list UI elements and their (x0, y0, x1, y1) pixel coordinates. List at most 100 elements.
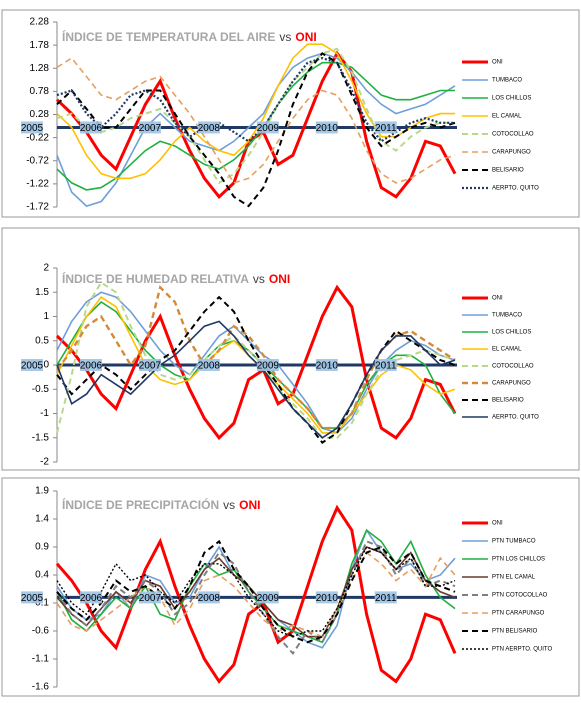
series-line (55, 284, 457, 441)
y-tick-label: 0.78 (30, 86, 50, 97)
x-tick-label: 2008 (198, 361, 221, 372)
legend-label: BELISARIO (492, 168, 524, 174)
x-tick-label: 2006 (80, 123, 103, 134)
x-tick-label: 2005 (21, 593, 44, 604)
legend-label: PTN EL CAMAL (492, 575, 536, 581)
legend-label: COTOCOLLAO (492, 364, 534, 370)
year-box (21, 591, 43, 604)
y-tick-label: 0.4 (35, 570, 49, 581)
legend-label: ONI (492, 296, 503, 302)
legend-label: AERPTO. QUITO (492, 186, 539, 192)
x-tick-label: 2007 (139, 593, 162, 604)
legend-label: LOS CHILLOS (492, 96, 531, 102)
y-tick-label: -1.1 (32, 654, 50, 665)
legend-label: TUMBACO (492, 313, 522, 319)
title-oni: ONI (269, 272, 290, 286)
series-line (56, 52, 456, 208)
title-vs: vs (279, 30, 291, 44)
title-main: ÍNDICE DE TEMPERATURA DEL AIRE (62, 29, 275, 44)
year-box (79, 359, 102, 371)
x-tick-label: 2008 (198, 123, 221, 134)
series-line (55, 504, 457, 684)
y-tick-label: -0.6 (32, 626, 50, 637)
y-tick-label: -1.6 (32, 682, 50, 693)
legend-label: CARAPUNGO (492, 150, 531, 156)
panel-frame (1, 477, 580, 697)
series-line (56, 551, 456, 638)
year-box (256, 359, 279, 371)
series-line (56, 52, 456, 208)
x-tick-label: 2006 (80, 593, 103, 604)
legend-label: CARAPUNGO (492, 381, 531, 387)
title-vs: vs (223, 498, 235, 512)
x-tick-label: 2010 (316, 123, 339, 134)
legend-label: LOS CHILLOS (492, 330, 531, 336)
panel-frame (1, 227, 580, 471)
title-oni: ONI (295, 30, 316, 44)
legend-label: ONI (492, 521, 503, 527)
x-tick-label: 2010 (316, 361, 339, 372)
y-tick-label: 2 (43, 263, 49, 274)
x-tick-label: 2010 (316, 593, 339, 604)
series-line (56, 320, 456, 439)
year-box (79, 591, 102, 604)
legend-label: EL CAMAL (492, 347, 522, 353)
year-box (138, 591, 161, 604)
series-line (56, 47, 455, 185)
x-tick-label: 2005 (21, 361, 44, 372)
y-tick-label: 1.28 (30, 63, 50, 74)
legend-label: PTN AERPTO. QUITO (492, 647, 552, 653)
x-tick-label: 2009 (257, 123, 280, 134)
year-box (315, 121, 338, 134)
title-oni: ONI (239, 498, 260, 512)
y-tick-label: -1.22 (26, 179, 49, 190)
year-box (197, 591, 220, 604)
series-line (56, 57, 456, 184)
legend-label: PTN BELISARIO (492, 629, 538, 635)
legend-label: PTN LOS CHILLOS (492, 557, 545, 563)
chart-title: ÍNDICE DE PRECIPITACIÓN vs ONI (62, 497, 260, 512)
legend-label: ONI (492, 60, 503, 66)
y-tick-label: 1.9 (35, 486, 49, 497)
y-tick-label: 1.5 (35, 287, 49, 298)
year-box (21, 121, 43, 134)
series-line (56, 295, 456, 444)
series-line (56, 291, 456, 434)
series-line (56, 546, 456, 638)
x-tick-label: 2008 (198, 593, 221, 604)
chart-title: ÍNDICE DE TEMPERATURA DEL AIRE vs ONI (62, 29, 317, 44)
year-box (21, 359, 43, 371)
legend-label: PTN TUMBACO (492, 539, 536, 545)
title-vs: vs (253, 272, 265, 286)
year-box (374, 591, 397, 604)
legend-label: EL CAMAL (492, 114, 522, 120)
year-box (138, 121, 161, 134)
title-main: ÍNDICE DE PRECIPITACIÓN (62, 497, 219, 512)
x-tick-label: 2007 (139, 361, 162, 372)
series-line (56, 528, 456, 644)
x-tick-label: 2005 (21, 123, 44, 134)
year-box (138, 359, 161, 371)
year-box (256, 121, 279, 134)
series-line (56, 56, 455, 143)
title-main: ÍNDICE DE HUMEDAD RELATIVA (62, 271, 249, 286)
y-tick-label: -1.72 (26, 202, 49, 213)
panel-frame (1, 9, 580, 218)
x-tick-label: 2009 (257, 361, 280, 372)
series-line (56, 61, 455, 191)
y-tick-label: 0 (43, 360, 49, 371)
legend-label: BELISARIO (492, 398, 524, 404)
y-tick-label: -0.72 (26, 155, 49, 166)
y-tick-label: 1.4 (35, 514, 49, 525)
year-box (374, 359, 397, 371)
chart-title: ÍNDICE DE HUMEDAD RELATIVA vs ONI (62, 271, 290, 286)
y-tick-label: -0.22 (26, 132, 49, 143)
year-box (315, 359, 338, 371)
y-tick-label: 0.5 (35, 335, 49, 346)
year-box (197, 121, 220, 134)
year-box (79, 121, 102, 134)
y-tick-label: -0.5 (32, 384, 50, 395)
year-box (197, 359, 220, 371)
y-tick-label: 0.9 (35, 542, 49, 553)
